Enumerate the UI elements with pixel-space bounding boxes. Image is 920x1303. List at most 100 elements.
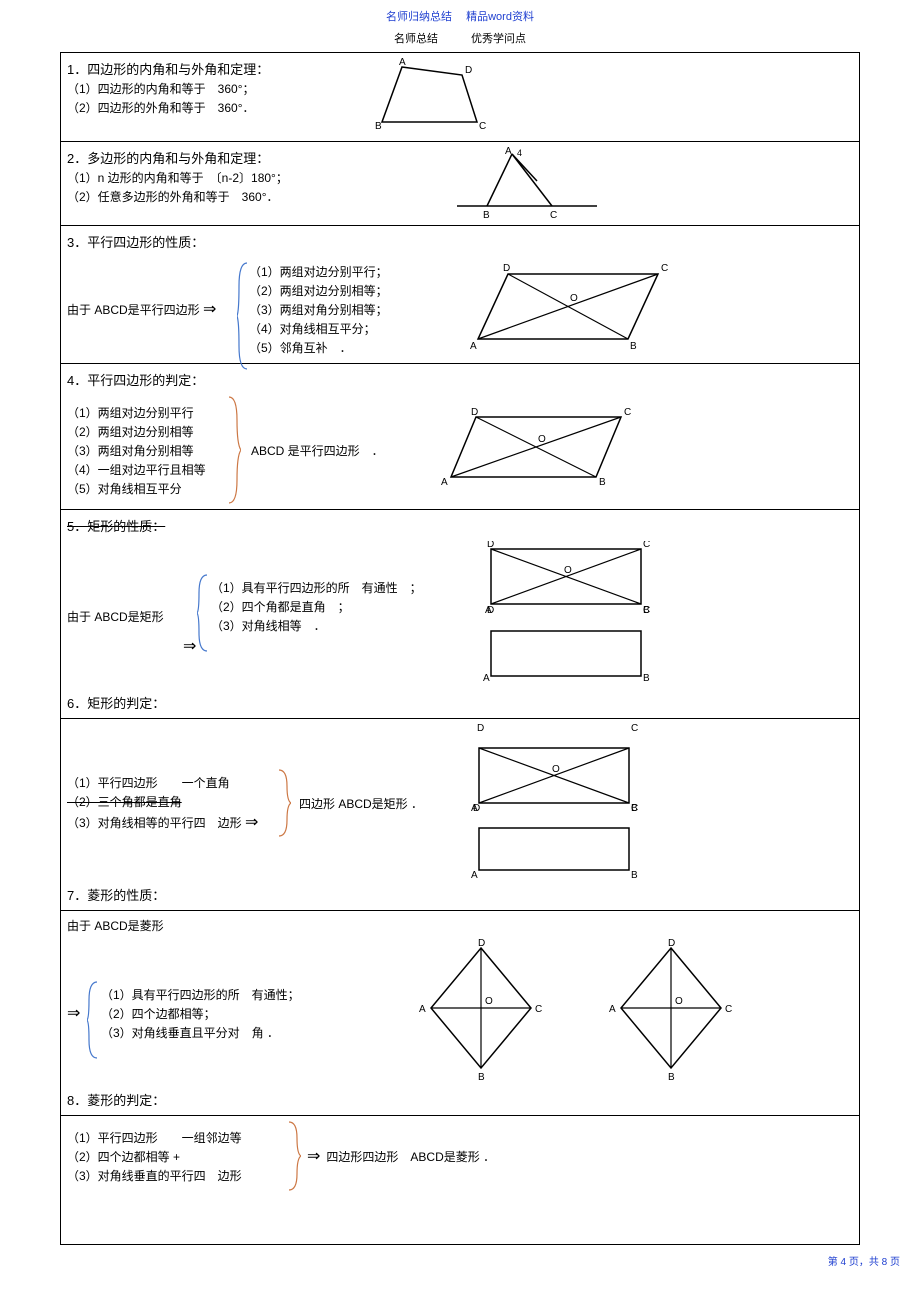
s5-p2: （2）四个角都是直角 ； xyxy=(211,598,431,615)
svg-text:C: C xyxy=(661,263,668,274)
s5-p3: （3）对角线相等 ． xyxy=(211,617,431,634)
section-1: 1．四边形的内角和与外角和定理： （1）四边形的内角和等于 360°； （2）四… xyxy=(61,53,860,142)
s3-figure: D C A B O xyxy=(448,259,688,359)
s8-title: 8．菱形的判定： xyxy=(67,1090,853,1109)
svg-text:B: B xyxy=(599,477,606,488)
s5-title: 5．矩形的性质： xyxy=(67,516,853,535)
sub-left: 名师总结 xyxy=(394,33,438,45)
s3-p5: （5）邻角互补 ． xyxy=(249,339,388,356)
s4-p1: （1）两组对边分别平行 xyxy=(67,404,227,421)
svg-text:C: C xyxy=(643,541,650,550)
s3-p2: （2）两组对边分别相等； xyxy=(249,282,388,299)
section-6: （1）平行四边形 一个直角 （2）三个角都是直角 （3）对角线相等的平行四 边形… xyxy=(61,719,860,911)
svg-text:O: O xyxy=(552,764,560,775)
svg-text:C: C xyxy=(624,407,631,418)
s6-figure: D C O A B D C A B xyxy=(459,723,659,883)
svg-text:C: C xyxy=(631,803,638,814)
svg-text:C: C xyxy=(631,723,638,734)
svg-text:A: A xyxy=(609,1004,616,1015)
label-b: B xyxy=(375,121,382,132)
s1-title: 1．四边形的内角和与外角和定理： xyxy=(67,59,367,78)
s1-figure: A D C B xyxy=(367,57,507,137)
s4-p4: （4）一组对边平行且相等 xyxy=(67,461,227,478)
section-8: （1）平行四边形 一组邻边等 （2）四个边都相等 + （3）对角线垂直的平行四 … xyxy=(61,1116,860,1245)
right-brace-icon xyxy=(277,768,291,838)
s5-p1: （1）具有平行四边形的所 有通性 ； xyxy=(211,579,431,596)
svg-text:A: A xyxy=(471,870,478,881)
arrow-icon: ⇒ xyxy=(203,301,216,318)
s7-prefix: 由于 ABCD是菱形 xyxy=(67,917,853,934)
s6-p3: （3）对角线相等的平行四 边形 xyxy=(67,816,242,830)
sub-right: 优秀学问点 xyxy=(471,33,526,45)
svg-text:B: B xyxy=(668,1072,675,1083)
s7-p3: （3）对角线垂直且平分对 角 ． xyxy=(101,1024,361,1041)
svg-text:B: B xyxy=(631,870,638,881)
s4-title: 4．平行四边形的判定： xyxy=(67,370,853,389)
top-right: 精品word资料 xyxy=(466,11,534,23)
s4-p5: （5）对角线相互平分 xyxy=(67,480,227,497)
arrow-icon: ⇒ xyxy=(67,1003,87,1023)
s6-p2: （2）三个角都是直角 xyxy=(67,793,277,810)
s7-title: 7．菱形的性质： xyxy=(67,885,853,904)
svg-text:D: D xyxy=(471,407,478,418)
svg-text:A: A xyxy=(441,477,448,488)
section-4: 4．平行四边形的判定： （1）两组对边分别平行 （2）两组对边分别相等 （3）两… xyxy=(61,364,860,510)
plus-icon: + xyxy=(173,1150,180,1164)
label-a: A xyxy=(399,57,406,68)
svg-text:D: D xyxy=(473,803,480,814)
s8-suffix: 四边形四边形 ABCD是菱形 ． xyxy=(326,1148,566,1165)
s3-p3: （3）两组对角分别相等； xyxy=(249,301,388,318)
s3-p1: （1）两组对边分别平行； xyxy=(249,263,388,280)
svg-text:B: B xyxy=(630,341,637,352)
svg-text:D: D xyxy=(487,541,494,550)
svg-text:O: O xyxy=(485,996,493,1007)
s1-line1: （1）四边形的内角和等于 360°； xyxy=(67,80,367,97)
arrow-icon: ⇒ xyxy=(307,1146,320,1166)
page-footer: 第 4 页，共 8 页 xyxy=(0,1245,920,1276)
s3-title: 3．平行四边形的性质： xyxy=(67,232,853,251)
page-sub-header: 名师总结 优秀学问点 xyxy=(0,28,920,52)
arrow-icon: ⇒ xyxy=(183,636,431,656)
svg-text:D: D xyxy=(503,263,510,274)
svg-text:O: O xyxy=(538,434,546,445)
section-3: 3．平行四边形的性质： 由于 ABCD是平行四边形 ⇒ （1）两组对边分别平行；… xyxy=(61,226,860,364)
svg-text:D: D xyxy=(668,938,675,949)
left-brace-icon xyxy=(197,573,209,653)
section-2: 2．多边形的内角和与外角和定理： （1）n 边形的内角和等于 〔n-2〕180°… xyxy=(61,142,860,226)
section-5: 5．矩形的性质： 由于 ABCD是矩形 （1）具有平行四边形的所 有通性 ； （… xyxy=(61,510,860,719)
svg-text:B: B xyxy=(483,210,490,221)
left-brace-icon xyxy=(237,261,249,371)
s3-p4: （4）对角线相互平分； xyxy=(249,320,388,337)
svg-text:A: A xyxy=(505,146,512,157)
content-table: 1．四边形的内角和与外角和定理： （1）四边形的内角和等于 360°； （2）四… xyxy=(60,52,860,1245)
s4-p3: （3）两组对角分别相等 xyxy=(67,442,227,459)
s7-p1: （1）具有平行四边形的所 有通性； xyxy=(101,986,361,1003)
right-brace-icon xyxy=(227,395,241,505)
label-d: D xyxy=(465,65,472,76)
s5-figure: D C A B O D C A B xyxy=(471,541,671,691)
svg-text:4: 4 xyxy=(517,148,522,158)
s1-line2: （2）四边形的外角和等于 360°． xyxy=(67,99,367,116)
svg-text:D: D xyxy=(477,723,484,734)
svg-text:O: O xyxy=(570,293,578,304)
label-c: C xyxy=(479,121,486,132)
svg-text:B: B xyxy=(478,1072,485,1083)
svg-text:C: C xyxy=(643,605,650,616)
arrow-icon: ⇒ xyxy=(245,814,258,831)
svg-text:D: D xyxy=(487,605,494,616)
s6-p1: （1）平行四边形 一个直角 xyxy=(67,774,277,791)
s2-figure: A 4 B C xyxy=(447,146,607,221)
s5-prefix: 由于 ABCD是矩形 xyxy=(67,610,164,624)
svg-text:B: B xyxy=(643,673,650,684)
s4-figure: D C A B O xyxy=(421,405,651,495)
s6-title: 6．矩形的判定： xyxy=(67,693,853,712)
svg-text:C: C xyxy=(550,210,557,221)
s6-suffix: 四边形 ABCD是矩形 ． xyxy=(291,795,459,812)
right-brace-icon xyxy=(287,1120,301,1192)
svg-text:O: O xyxy=(564,565,572,576)
s8-p2: （2）四个边都相等 xyxy=(67,1150,170,1164)
top-left: 名师归纳总结 xyxy=(386,11,452,23)
svg-text:A: A xyxy=(419,1004,426,1015)
s8-p1: （1）平行四边形 一组邻边等 xyxy=(67,1129,287,1146)
svg-text:A: A xyxy=(470,341,477,352)
